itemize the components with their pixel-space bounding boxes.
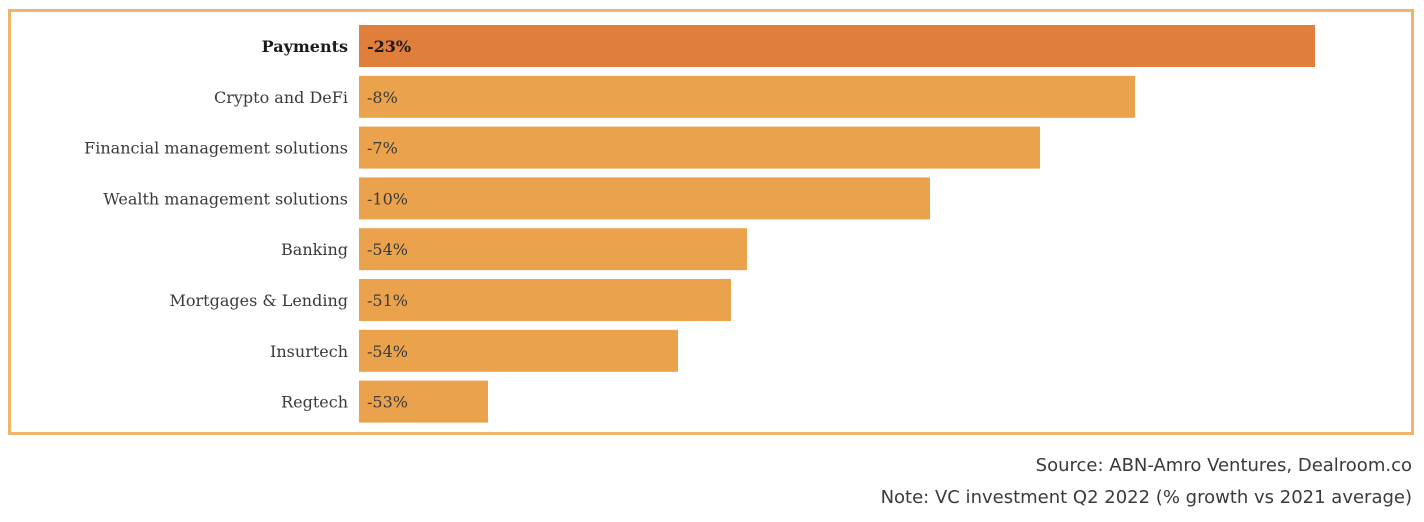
bar-data-label: -23% [367, 37, 411, 56]
bar-mortgages-lending [359, 279, 731, 321]
bar-banking [359, 228, 747, 271]
category-label: Insurtech [270, 342, 348, 361]
bar-data-label: -10% [367, 189, 408, 208]
bar-payments [359, 25, 1315, 67]
bar-data-label: -54% [367, 342, 408, 361]
category-label: Financial management solutions [84, 139, 348, 158]
bar-data-label: -53% [367, 393, 408, 412]
category-label: Regtech [281, 393, 348, 412]
investment-note: Note: VC investment Q2 2022 (% growth vs… [880, 487, 1412, 508]
bar-data-label: -54% [367, 240, 408, 259]
category-label: Banking [281, 240, 348, 259]
chart-frame: Payments -23% Crypto and DeFi -8% Financial … [8, 9, 1414, 435]
bar-insurtech [359, 329, 678, 372]
bar-chart: Payments -23% Crypto and DeFi -8% Financial … [84, 25, 1315, 423]
bar-financial-management-solutions [359, 126, 1040, 169]
category-label: Wealth management solutions [103, 189, 348, 208]
bar-data-label: -7% [367, 139, 398, 158]
category-label: Payments [262, 37, 348, 56]
bar-wealth-management-solutions [359, 177, 930, 220]
category-label: Mortgages & Lending [169, 291, 348, 310]
bar-crypto-and-defi [359, 75, 1135, 118]
source-note: Source: ABN-Amro Ventures, Dealroom.co [1035, 455, 1412, 476]
bar-data-label: -51% [367, 291, 408, 310]
category-label: Crypto and DeFi [214, 88, 348, 107]
bar-data-label: -8% [367, 88, 398, 107]
bar-regtech [359, 380, 488, 423]
